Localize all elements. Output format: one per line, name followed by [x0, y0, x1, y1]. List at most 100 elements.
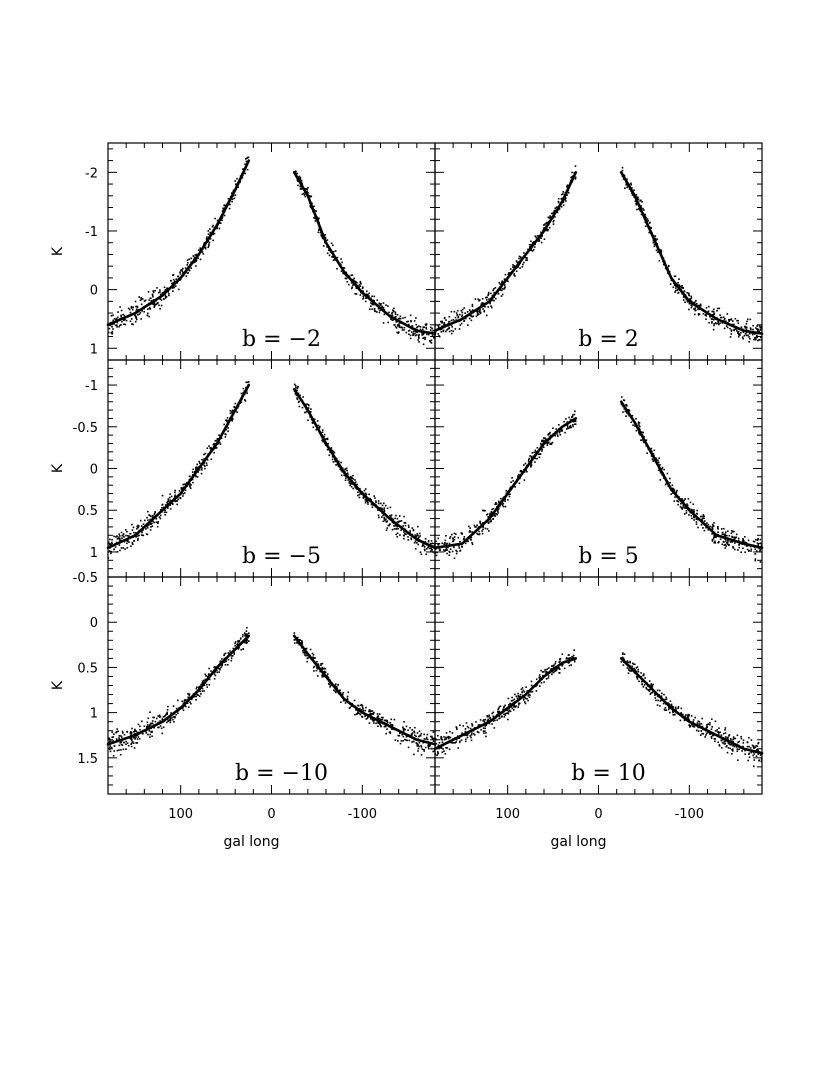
data-point — [338, 689, 341, 692]
data-point — [525, 256, 527, 259]
data-point — [356, 282, 358, 284]
data-point — [756, 539, 759, 541]
data-point — [217, 667, 220, 669]
data-point — [421, 748, 424, 750]
data-point — [449, 535, 452, 538]
data-point — [558, 661, 560, 663]
data-point — [721, 531, 724, 534]
data-point — [551, 212, 553, 215]
data-point — [425, 738, 427, 740]
data-point — [707, 529, 710, 531]
data-point — [418, 532, 421, 535]
data-point — [136, 738, 139, 740]
data-point — [206, 459, 209, 461]
data-point — [216, 219, 219, 222]
data-point — [409, 727, 411, 729]
data-point — [724, 729, 726, 731]
data-point — [321, 674, 324, 676]
data-point — [413, 730, 415, 733]
data-point — [440, 736, 443, 739]
data-point — [131, 541, 134, 544]
data-point — [497, 710, 499, 713]
data-point — [131, 308, 134, 311]
data-point — [232, 655, 234, 657]
data-point — [354, 281, 356, 283]
data-point — [168, 294, 170, 297]
data-point — [199, 690, 201, 693]
data-point — [558, 431, 561, 434]
data-point — [688, 293, 690, 296]
data-point — [444, 753, 447, 755]
data-point — [152, 295, 154, 298]
data-point — [548, 432, 551, 435]
data-point — [705, 313, 707, 316]
data-point — [399, 315, 402, 318]
data-point — [755, 755, 758, 757]
data-point — [381, 504, 384, 507]
data-point — [711, 540, 714, 542]
data-point — [528, 696, 531, 699]
data-point — [380, 719, 383, 721]
data-point — [407, 746, 410, 749]
data-point — [482, 730, 485, 732]
data-point — [329, 686, 331, 688]
data-point — [672, 714, 675, 716]
data-point — [458, 328, 461, 330]
data-point — [155, 521, 158, 523]
data-point — [128, 535, 130, 537]
data-point — [712, 308, 715, 311]
data-point — [723, 533, 725, 536]
data-point — [693, 301, 695, 304]
data-point — [495, 513, 497, 515]
data-point — [672, 488, 675, 490]
data-point — [108, 327, 111, 330]
data-point — [153, 306, 155, 308]
data-point — [507, 718, 509, 721]
data-point — [151, 522, 153, 525]
data-point — [489, 521, 491, 523]
data-point — [152, 515, 155, 518]
data-point — [440, 331, 443, 333]
data-point — [219, 441, 221, 444]
data-point — [748, 333, 751, 335]
data-point — [306, 190, 308, 193]
data-point — [631, 662, 634, 665]
data-point — [225, 433, 227, 436]
data-point — [459, 740, 461, 743]
data-point — [713, 541, 715, 544]
data-point — [140, 297, 142, 299]
data-point — [141, 534, 143, 536]
data-point — [129, 320, 132, 323]
data-point — [571, 655, 573, 658]
data-point — [757, 741, 760, 744]
data-point — [203, 684, 206, 686]
data-point — [756, 328, 758, 331]
data-point — [111, 538, 113, 541]
data-point — [713, 312, 715, 315]
data-point — [549, 434, 552, 437]
data-point — [339, 468, 341, 471]
data-point — [395, 528, 398, 530]
data-point — [572, 656, 574, 659]
data-point — [418, 333, 420, 336]
data-point — [524, 697, 527, 700]
y-tick-label: -0.5 — [73, 571, 98, 586]
data-point — [231, 417, 234, 420]
data-point — [123, 314, 126, 317]
data-point — [453, 532, 456, 535]
data-point — [496, 513, 498, 516]
data-point — [372, 720, 375, 722]
data-point — [688, 294, 690, 297]
data-point — [726, 326, 729, 329]
data-point — [454, 742, 456, 744]
data-point — [629, 670, 632, 672]
data-point — [367, 501, 369, 504]
data-point — [740, 331, 742, 334]
data-point — [131, 306, 134, 309]
data-point — [507, 709, 509, 712]
data-point — [382, 514, 384, 517]
data-point — [438, 742, 441, 744]
data-point — [151, 516, 154, 519]
data-point — [671, 484, 674, 487]
data-point — [396, 532, 399, 534]
